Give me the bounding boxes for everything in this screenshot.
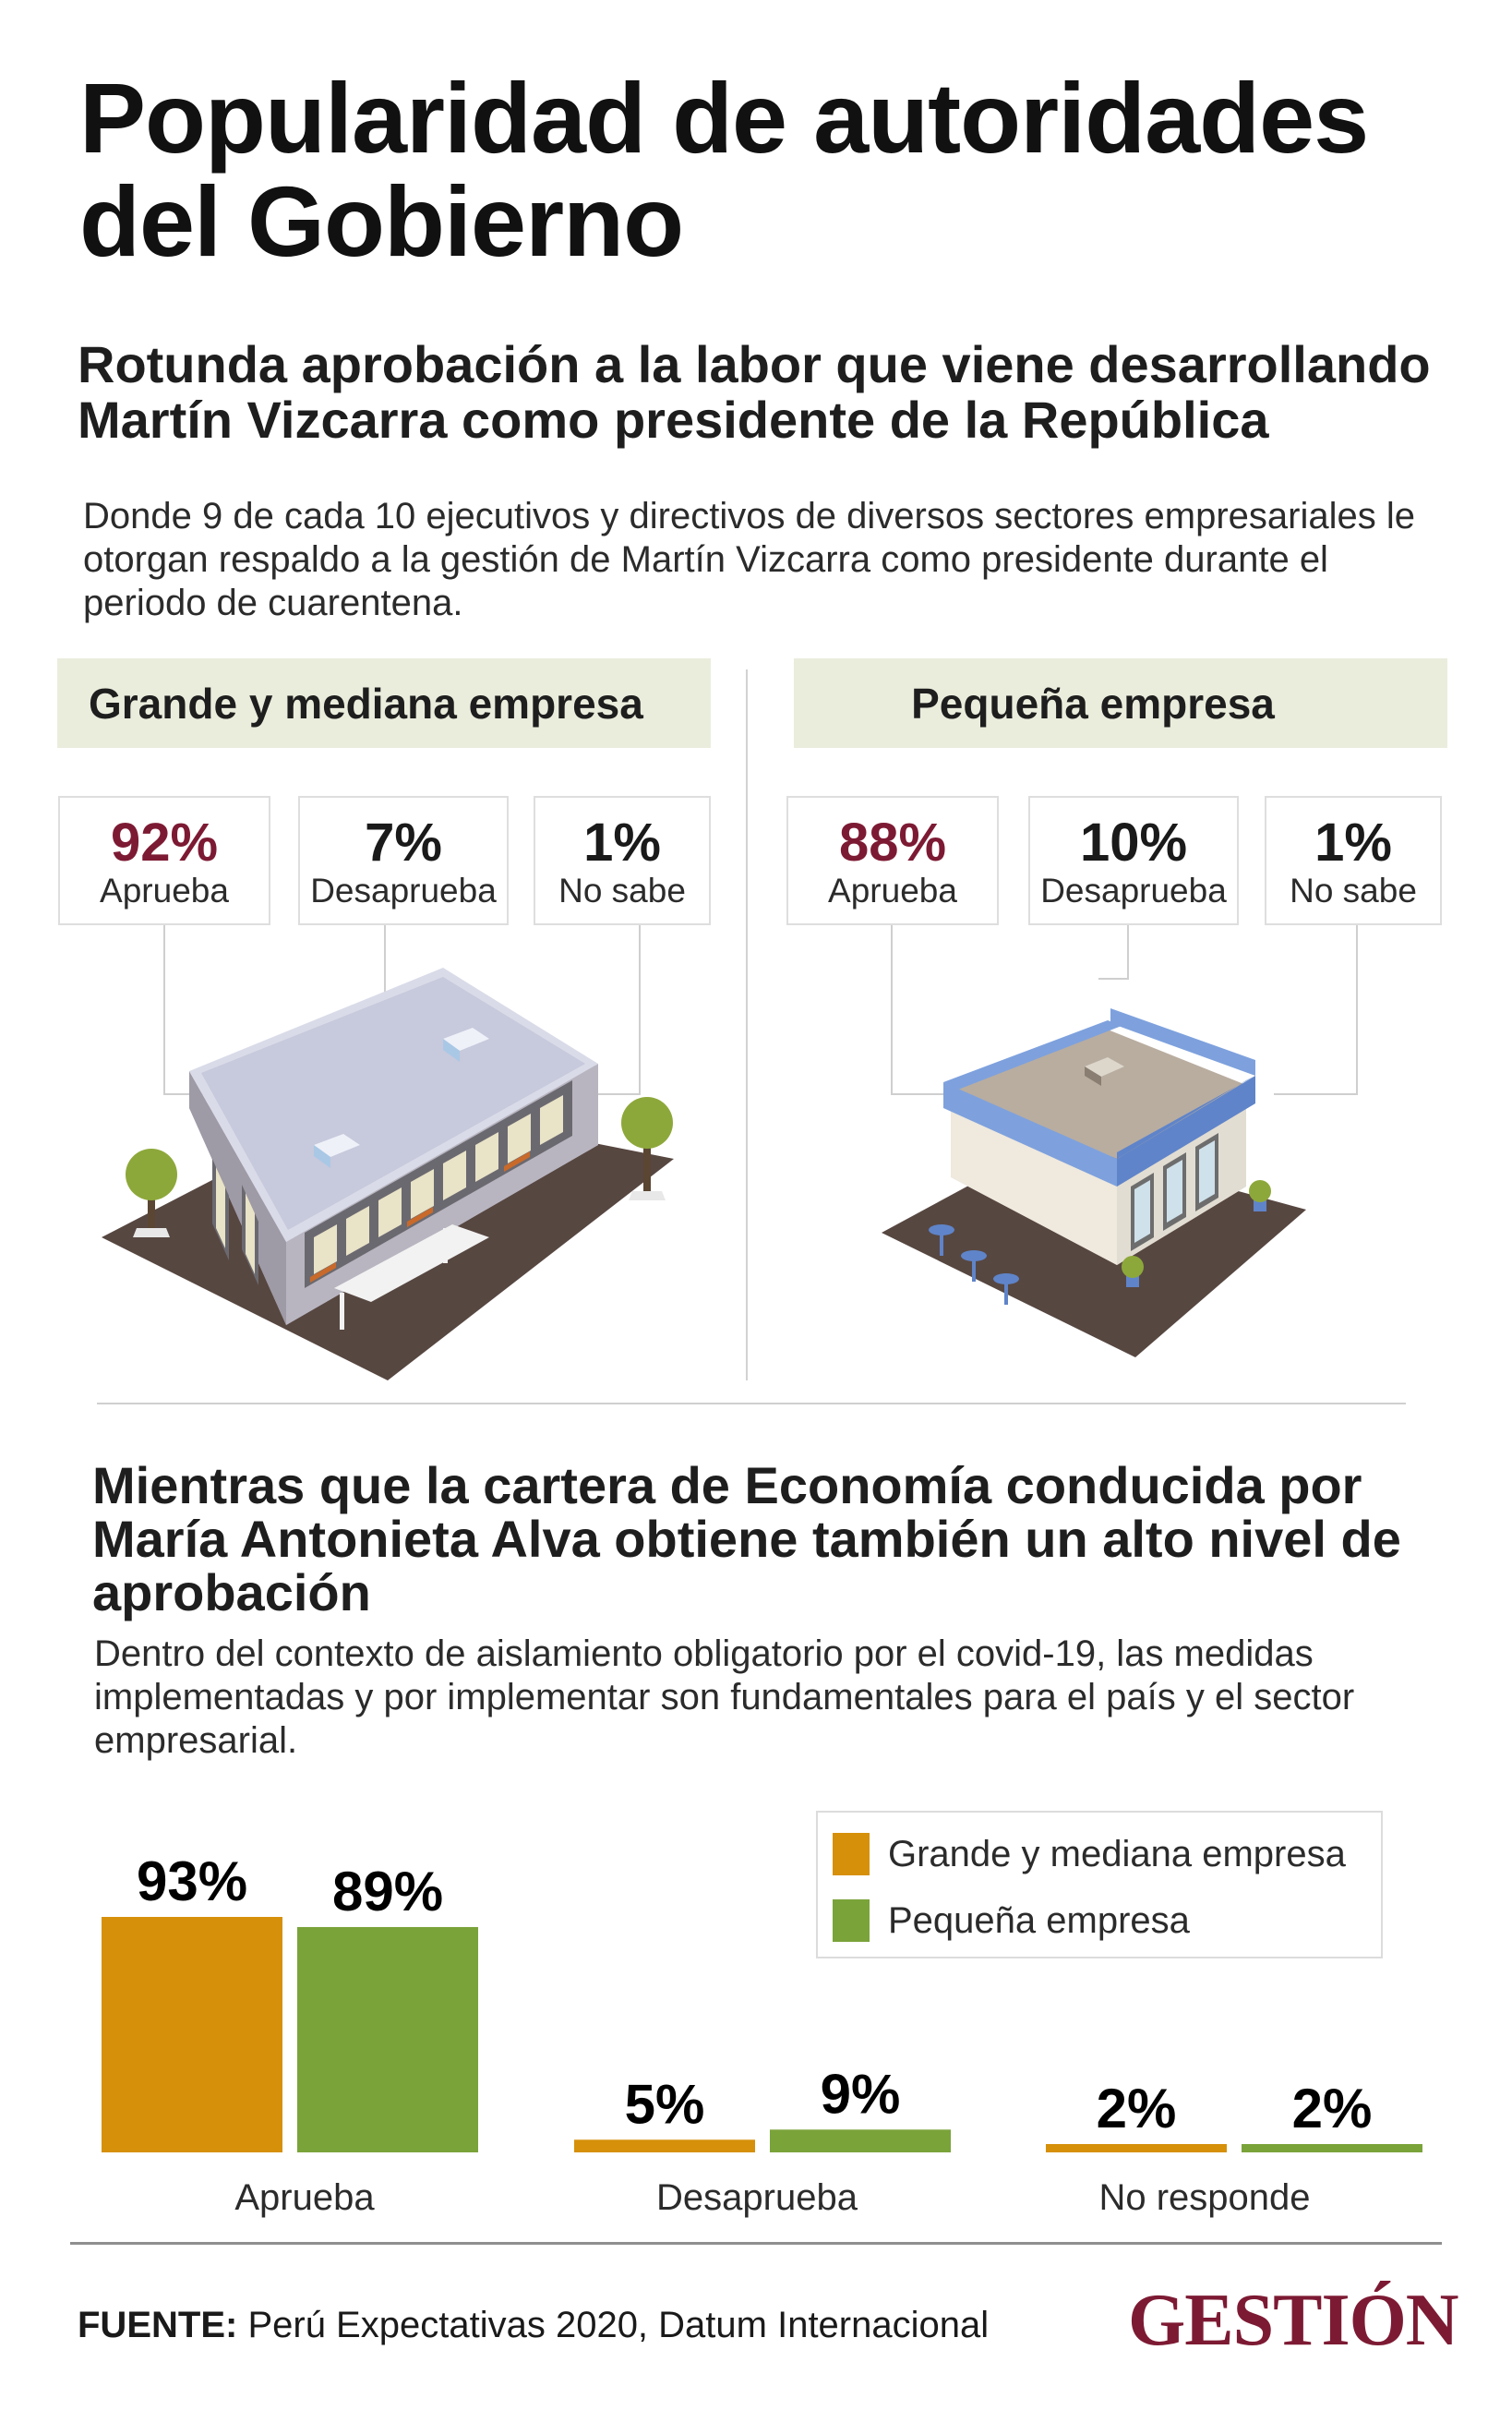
legend-swatch-pequena xyxy=(833,1899,870,1942)
legend-swatch-grande xyxy=(833,1833,870,1875)
stat-grande-nosabe: 1% No sabe xyxy=(534,796,711,925)
brand-logo: GESTIÓN xyxy=(1128,2280,1459,2361)
stat-value: 10% xyxy=(1079,813,1188,873)
stat-value: 92% xyxy=(110,813,219,873)
legend-label-pequena: Pequeña empresa xyxy=(888,1899,1190,1941)
stat-value: 1% xyxy=(583,813,661,873)
economy-approval-chart: 93% 89% Aprueba 5% 9% Desaprueba 2% 2% No respon… xyxy=(65,1850,1447,2218)
segment-title-grande: Grande y mediana empresa xyxy=(89,679,643,728)
category-label: No responde xyxy=(1098,2177,1310,2218)
footer-divider xyxy=(70,2242,1442,2245)
source-text: Perú Expectativas 2020, Datum Internacio… xyxy=(247,2305,990,2345)
legend-label-grande: Grande y mediana empresa xyxy=(888,1833,1346,1874)
stat-label: Aprueba xyxy=(100,872,229,910)
column-divider xyxy=(746,669,748,1380)
section2-heading: Mientras que la cartera de Economía cond… xyxy=(92,1456,1401,1621)
bar-value-label: 5% xyxy=(625,2073,705,2135)
bar-value-label: 93% xyxy=(137,1850,247,1912)
bar-aprueba-grande xyxy=(102,1917,282,2152)
category-label: Desaprueba xyxy=(656,2177,858,2218)
stat-value: 7% xyxy=(365,813,442,873)
large-building-illustration xyxy=(102,968,674,1380)
tree-icon xyxy=(621,1097,673,1200)
stat-label: No sabe xyxy=(558,872,686,910)
stat-pequena-nosabe: 1% No sabe xyxy=(1265,796,1442,925)
source-note: FUENTE: Perú Expectativas 2020, Datum In… xyxy=(78,2305,989,2346)
segment-header-grande: Grande y mediana empresa xyxy=(57,658,711,748)
bar-value-label: 89% xyxy=(332,1861,443,1922)
bar-no-responde-pequena xyxy=(1242,2144,1422,2152)
legend-item-grande: Grande y mediana empresa xyxy=(833,1833,1346,1875)
bar-value-label: 2% xyxy=(1292,2078,1373,2139)
segment-header-pequena: Pequeña empresa xyxy=(794,658,1447,748)
small-shop-illustration xyxy=(882,1008,1306,1357)
stat-grande-desaprueba: 7% Desaprueba xyxy=(298,796,509,925)
stat-label: Aprueba xyxy=(828,872,957,910)
legend-item-pequena: Pequeña empresa xyxy=(833,1899,1190,1942)
bar-value-label: 2% xyxy=(1097,2078,1177,2139)
section1-text: Donde 9 de cada 10 ejecutivos y directiv… xyxy=(83,496,1415,623)
page-title: Popularidad de autoridades del Gobierno xyxy=(79,62,1369,277)
segment-title-pequena: Pequeña empresa xyxy=(911,679,1275,728)
section1-heading: Rotunda aprobación a la labor que viene … xyxy=(78,335,1431,449)
bar-no-responde-grande xyxy=(1046,2144,1227,2152)
stat-pequena-desaprueba: 10% Desaprueba xyxy=(1028,796,1239,925)
source-label: FUENTE: xyxy=(78,2305,238,2345)
stat-label: Desaprueba xyxy=(1040,872,1227,910)
stat-pequena-aprueba: 88% Aprueba xyxy=(786,796,999,925)
category-label: Aprueba xyxy=(234,2177,375,2218)
stat-value: 88% xyxy=(838,813,947,873)
plant-icon xyxy=(1249,1180,1271,1211)
stat-grande-aprueba: 92% Aprueba xyxy=(58,796,270,925)
plant-icon xyxy=(1122,1256,1144,1287)
chart-legend: Grande y mediana empresa Pequeña empresa xyxy=(816,1811,1383,1958)
stat-value: 1% xyxy=(1314,813,1392,873)
bar-aprueba-pequena xyxy=(297,1926,478,2152)
bar-desaprueba-pequena xyxy=(770,2129,951,2152)
section-divider xyxy=(97,1403,1406,1404)
stat-label: No sabe xyxy=(1290,872,1417,910)
tree-icon xyxy=(126,1149,177,1237)
section2-text: Dentro del contexto de aislamiento oblig… xyxy=(94,1633,1355,1761)
bar-desaprueba-grande xyxy=(574,2139,755,2152)
bar-value-label: 9% xyxy=(821,2063,901,2125)
stat-label: Desaprueba xyxy=(310,872,497,910)
